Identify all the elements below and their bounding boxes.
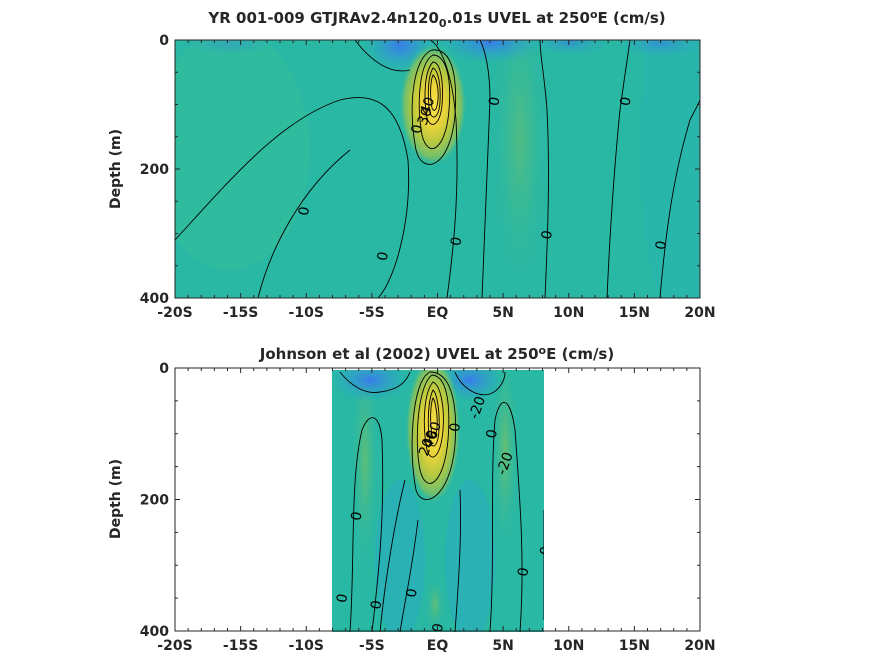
x-tick-label: -15S [223, 638, 258, 654]
panel-model-ylabel: Depth (m) [108, 129, 124, 209]
panel-obs: Johnson et al (2002) UVEL at 250oE (cm/s… [108, 344, 716, 654]
x-tick-label: 15N [619, 638, 650, 654]
y-tick-label: 200 [140, 162, 169, 178]
panel-model: YR 001-009 GTJRAv2.4n1200.01s UVEL at 25… [108, 8, 716, 321]
x-tick-label: -10S [289, 638, 324, 654]
contour-label: 60 [424, 420, 445, 442]
x-tick-label: 15N [619, 305, 650, 321]
x-tick-label: 5N [492, 638, 513, 654]
contour-label: 0 [409, 123, 426, 135]
contour-label: 0 [375, 250, 392, 262]
contour-label: 0 [334, 593, 351, 605]
panel-model-title: YR 001-009 GTJRAv2.4n1200.01s UVEL at 25… [207, 8, 665, 30]
x-tick-label: EQ [427, 638, 449, 654]
x-tick-label: EQ [427, 305, 449, 321]
x-tick-label: 10N [553, 305, 584, 321]
y-tick-label: 400 [140, 624, 169, 640]
contour-label: 0 [404, 587, 421, 599]
contour-label: -20 [466, 394, 489, 421]
x-tick-label: -20S [157, 638, 192, 654]
contour-label: 40 [420, 428, 441, 450]
x-tick-label: 20N [684, 305, 715, 321]
contour-label: 0 [618, 96, 635, 108]
contour-label: 0 [486, 96, 503, 108]
x-tick-label: -20S [157, 305, 192, 321]
contour-label: 20 [416, 436, 437, 458]
contour-label: 40 [417, 95, 438, 117]
contour-label: 0 [368, 599, 385, 611]
y-tick-label: 0 [159, 361, 169, 377]
x-tick-label: 20N [684, 638, 715, 654]
y-tick-label: 0 [159, 33, 169, 49]
y-tick-label: 200 [140, 493, 169, 509]
contour-label: 0 [447, 422, 464, 434]
contour-label: 0 [539, 229, 556, 241]
contour-label: -20 [494, 450, 517, 477]
contour-label: 0 [348, 510, 365, 522]
panel-obs-ylabel: Depth (m) [108, 459, 124, 539]
contour-label: 30 [415, 105, 436, 127]
x-tick-label: -5S [359, 305, 385, 321]
x-tick-label: -10S [289, 305, 324, 321]
panel-obs-title: Johnson et al (2002) UVEL at 250oE (cm/s… [259, 344, 614, 363]
contour-label: 0 [430, 622, 447, 634]
x-tick-label: 5N [492, 305, 513, 321]
contour-label: 0 [448, 236, 465, 248]
x-tick-label: -5S [359, 638, 385, 654]
contour-label: 0 [537, 545, 554, 557]
contour-label: 0 [653, 240, 670, 252]
contour-label: 0 [484, 428, 501, 440]
x-tick-label: 10N [553, 638, 584, 654]
x-tick-label: -15S [223, 305, 258, 321]
y-tick-label: 400 [140, 291, 169, 307]
contour-label: 0 [515, 566, 532, 578]
contour-label: 0 [296, 205, 313, 217]
